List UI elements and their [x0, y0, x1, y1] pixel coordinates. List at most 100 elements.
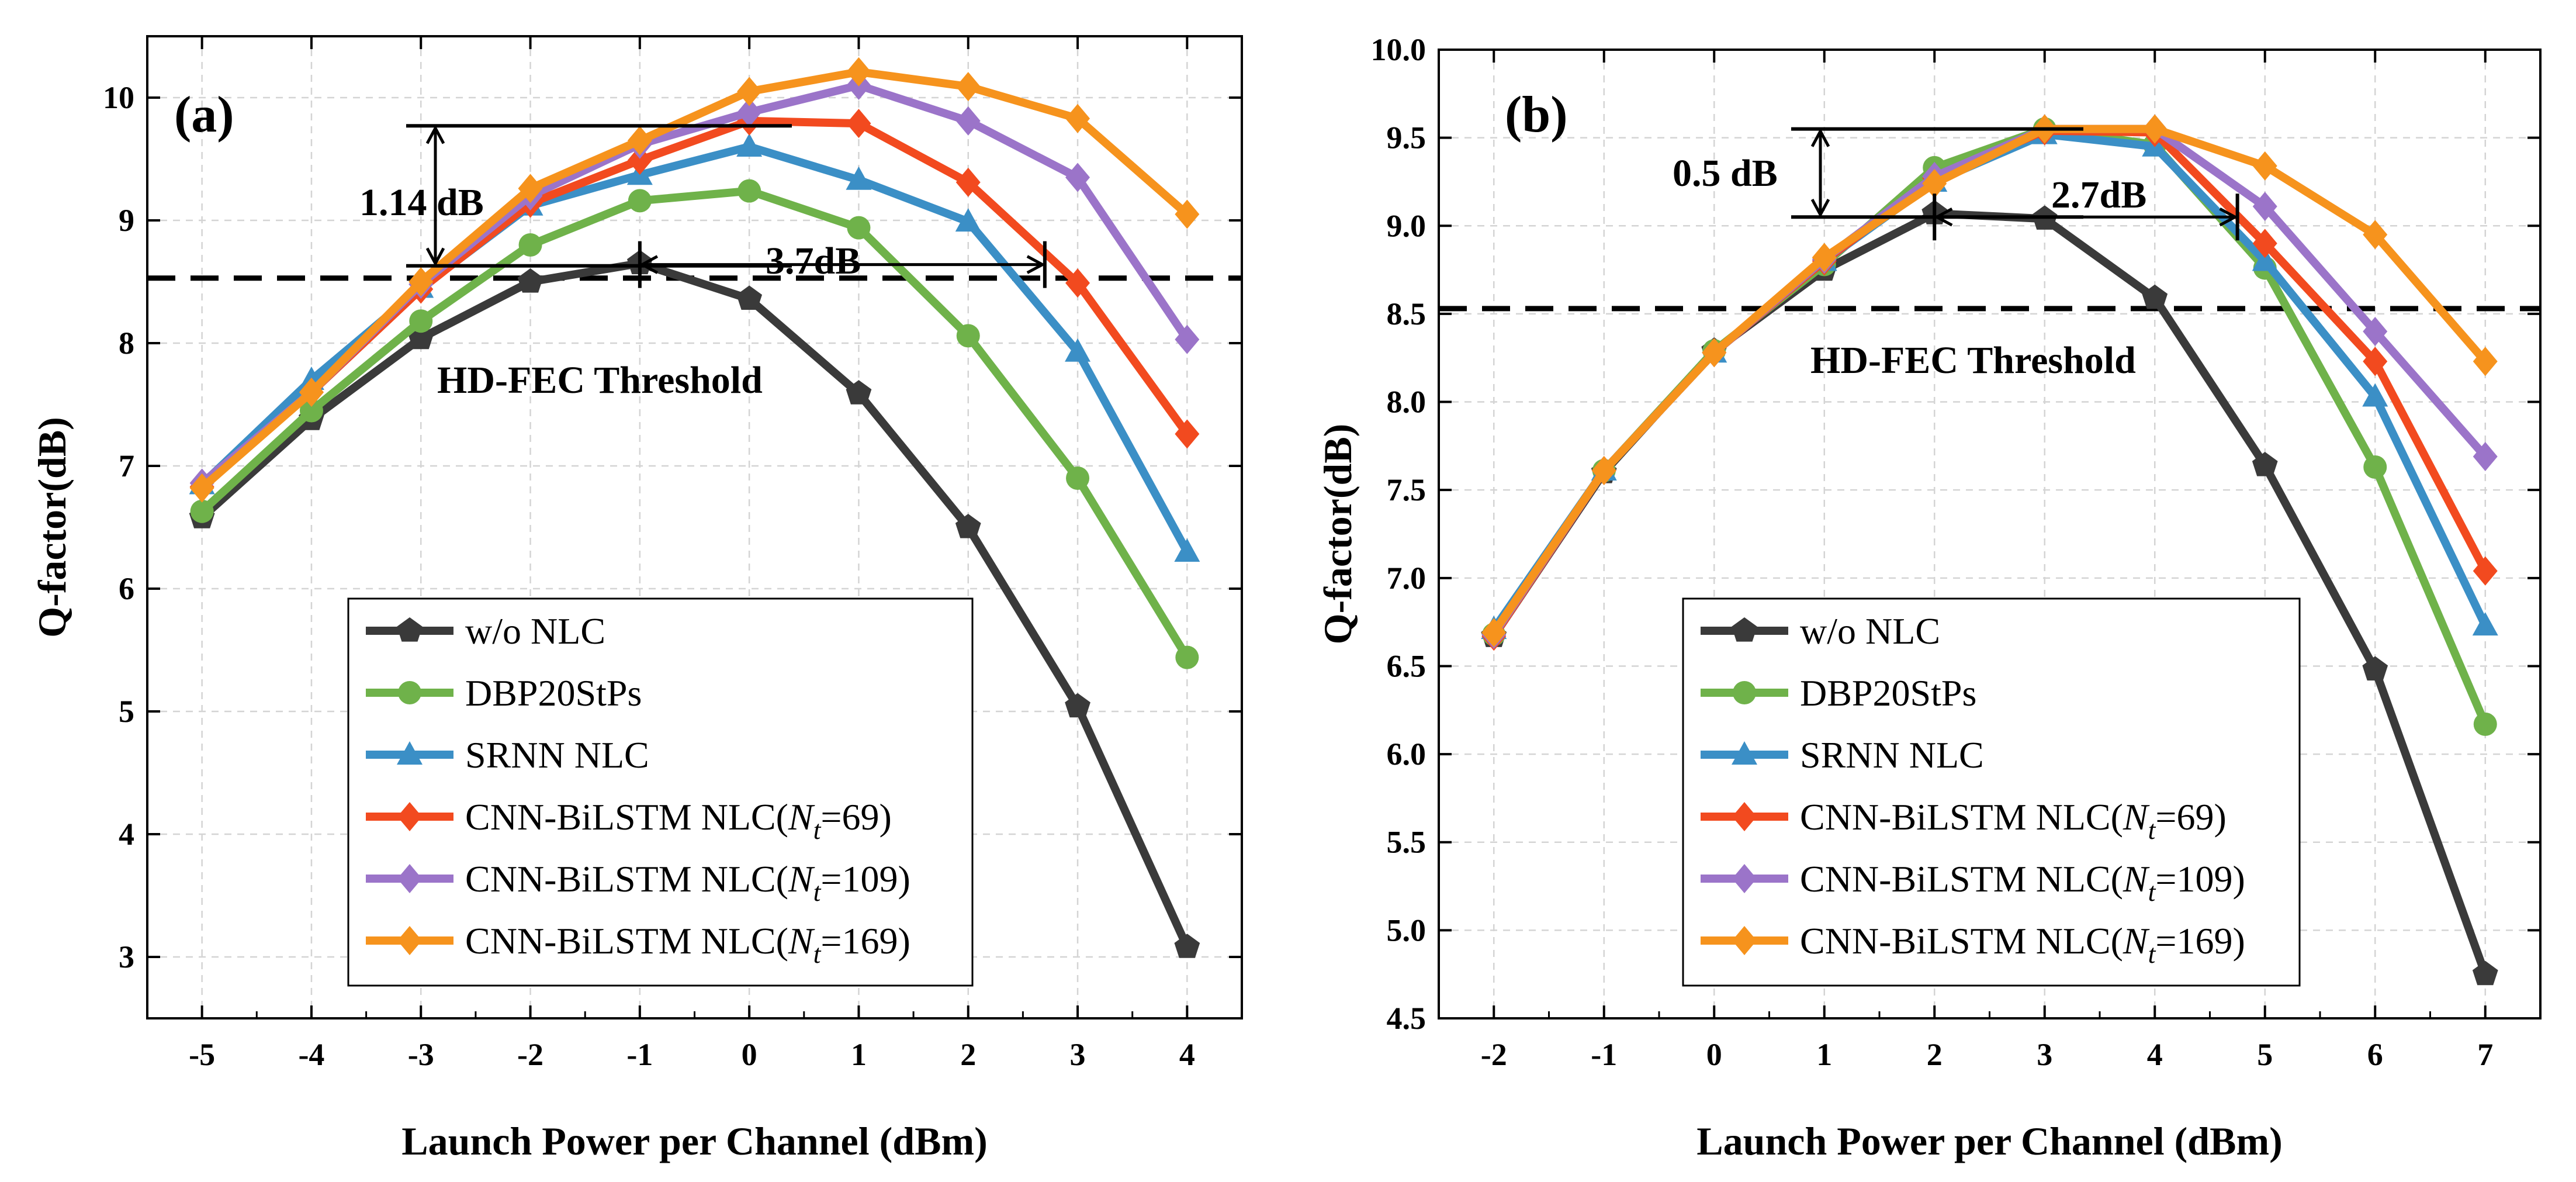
gap-arrow-head-up: [1810, 128, 1830, 147]
legend-name: CNN-BiLSTM NLC(: [1800, 920, 2123, 962]
gap-label-horizontal: 3.7dB: [766, 240, 861, 282]
legend-var: N: [2123, 796, 2150, 838]
marker-diamond: [408, 267, 434, 296]
marker-diamond: [1175, 419, 1200, 449]
marker-diamond: [1812, 243, 1837, 272]
legend-entry-label: w/o NLC: [465, 610, 605, 652]
marker-diamond: [2252, 151, 2277, 181]
marker-triangle: [1732, 741, 1757, 765]
marker-diamond: [1732, 864, 1757, 893]
marker-diamond: [2363, 317, 2388, 347]
marker-diamond: [955, 167, 981, 197]
hgap-arrow-head-left: [1933, 208, 1953, 227]
x-tick-label: 1: [851, 1037, 867, 1072]
panel-label: (b): [1505, 87, 1568, 143]
x-tick-label: 7: [2477, 1037, 2493, 1072]
y-tick-label: 8: [119, 326, 134, 361]
marker-pentagon: [736, 285, 763, 310]
marker-diamond: [2252, 229, 2277, 258]
x-tick-label: 0: [1706, 1037, 1722, 1072]
marker-diamond: [1065, 163, 1090, 192]
legend-entry-label: DBP20StPs: [465, 672, 642, 714]
legend-name: CNN-BiLSTM NLC(: [465, 920, 788, 962]
hd-fec-threshold-label: HD-FEC Threshold: [437, 359, 763, 402]
marker-triangle: [2252, 247, 2278, 271]
marker-diamond: [1591, 456, 1616, 486]
y-tick-label: 9.0: [1387, 208, 1427, 243]
legend-var: N: [788, 920, 815, 962]
legend-subscript: t: [813, 877, 822, 907]
x-axis-title: Launch Power per Channel (dBm): [401, 1119, 987, 1163]
legend-name: CNN-BiLSTM NLC(: [1800, 796, 2123, 838]
y-tick-label: 7.5: [1387, 472, 1427, 507]
gap-arrow-head-up: [425, 125, 445, 144]
legend-suffix: =169): [820, 920, 910, 962]
legend-entry-label: CNN-BiLSTM NLC(Nt=69): [465, 796, 892, 845]
x-tick-label: 1: [1816, 1037, 1832, 1072]
marker-circle: [847, 216, 871, 240]
marker-circle: [956, 324, 980, 348]
y-tick-label: 9: [119, 203, 134, 238]
legend-name: CNN-BiLSTM NLC(: [1800, 858, 2123, 900]
marker-diamond: [2142, 114, 2168, 144]
gap-label-vertical: 0.5 dB: [1673, 152, 1778, 195]
y-tick-label: 5.0: [1387, 913, 1427, 948]
marker-diamond: [397, 802, 422, 831]
y-tick-label: 6.5: [1387, 648, 1427, 683]
legend-box: [347, 597, 974, 987]
legend-name: w/o NLC: [1800, 610, 1940, 652]
legend-entry-label: CNN-BiLSTM NLC(Nt=109): [1800, 858, 2245, 907]
marker-diamond: [627, 126, 652, 155]
hgap-arrow-head-right: [1026, 255, 1046, 274]
series-line: [199, 67, 1190, 492]
marker-circle: [409, 309, 433, 333]
x-tick-label: 6: [2367, 1037, 2383, 1072]
marker-pentagon: [2472, 960, 2498, 986]
marker-diamond: [1065, 103, 1090, 133]
legend-entry-label: CNN-BiLSTM NLC(Nt=169): [465, 920, 910, 969]
hd-fec-threshold-label: HD-FEC Threshold: [1810, 339, 2136, 382]
marker-diamond: [846, 109, 871, 139]
x-tick-label: 2: [960, 1037, 976, 1072]
marker-diamond: [518, 174, 543, 203]
marker-triangle: [397, 741, 423, 765]
marker-diamond: [397, 926, 422, 955]
legend-subscript: t: [2148, 815, 2156, 845]
legend-entry-label: SRNN NLC: [465, 734, 649, 776]
legend-name: DBP20StPs: [1800, 672, 1976, 714]
marker-circle: [1175, 645, 1199, 669]
x-tick-label: 4: [2147, 1037, 2163, 1072]
x-tick-label: 5: [2257, 1037, 2273, 1072]
marker-triangle: [1065, 338, 1091, 362]
hgap-arrow-head-left: [639, 255, 659, 274]
legend-var: N: [788, 796, 815, 838]
y-tick-label: 6.0: [1387, 737, 1427, 772]
legend-entry-label: DBP20StPs: [1800, 672, 1976, 714]
marker-diamond: [955, 72, 981, 102]
marker-diamond: [955, 106, 981, 136]
legend-subscript: t: [813, 815, 822, 845]
legend-box: [1682, 597, 2301, 987]
y-tick-label: 7: [119, 448, 134, 483]
y-tick-label: 10: [103, 80, 134, 115]
legend-entry-label: CNN-BiLSTM NLC(Nt=69): [1800, 796, 2227, 845]
marker-circle: [1066, 466, 1090, 490]
marker-diamond: [2473, 347, 2498, 376]
legend-name: CNN-BiLSTM NLC(: [465, 796, 788, 838]
marker-circle: [1733, 681, 1756, 704]
marker-pentagon: [397, 617, 423, 642]
series-line: [199, 259, 1191, 949]
y-tick-label: 3: [119, 939, 134, 974]
marker-circle: [628, 189, 652, 213]
marker-diamond: [846, 57, 871, 87]
marker-diamond: [1732, 926, 1757, 955]
chart-panel-b: -2 -1 0 1 2 3 4 5 6 7 4.5 5.0 5.5 6.0 6.5 7.0 7.5 8.0 8.5 9…: [1315, 32, 2542, 1163]
legend-var: N: [2123, 858, 2150, 900]
hgap-arrow-head-right: [2219, 208, 2238, 227]
marker-diamond: [1175, 199, 1200, 229]
marker-diamond: [627, 146, 652, 175]
marker-diamond: [737, 77, 762, 106]
x-tick-label: 4: [1179, 1037, 1195, 1072]
legend-entry-label: SRNN NLC: [1800, 734, 1984, 776]
